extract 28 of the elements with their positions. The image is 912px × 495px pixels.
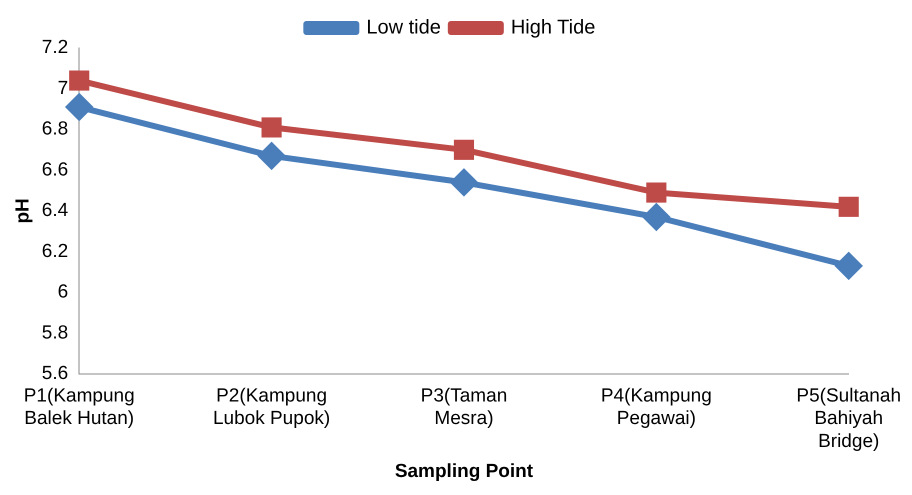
point — [450, 169, 477, 196]
point — [643, 204, 670, 230]
y-tick-label: 7 — [58, 78, 68, 99]
y-tick-label: 6.4 — [42, 200, 69, 222]
x-tick-label: P2(Kampung Lubok Pupok) — [212, 385, 330, 430]
y-tick-label: 6.8 — [42, 118, 68, 140]
point — [66, 94, 92, 120]
y-tick-label: 6.2 — [42, 240, 68, 262]
y-tick-label: 7.2 — [42, 37, 68, 58]
point — [838, 196, 859, 217]
point — [836, 252, 862, 279]
y-tick-label: 5.6 — [42, 363, 68, 384]
point — [258, 142, 285, 169]
legend-label: High Tide — [510, 16, 596, 39]
x-tick-label: P3(Taman Mesra) — [420, 385, 508, 430]
x-tick-label: P5(Sultanah Bahiyah Bridge) — [796, 385, 901, 452]
y-tick-label: 5.8 — [42, 322, 68, 344]
y-axis-title: pH — [12, 198, 34, 224]
x-tick-label: P1(Kampung Balek Hutan) — [24, 385, 135, 430]
x-axis-title: Sampling Point — [394, 460, 534, 482]
y-tick-label: 6 — [58, 282, 68, 303]
y-tick-label: 6.6 — [42, 159, 68, 180]
legend-label: Low tide — [366, 16, 441, 39]
point — [262, 117, 282, 138]
point — [646, 182, 666, 203]
point — [69, 70, 90, 91]
point — [454, 140, 474, 160]
x-tick-label: P4(Kampung Pegawai) — [600, 385, 712, 430]
